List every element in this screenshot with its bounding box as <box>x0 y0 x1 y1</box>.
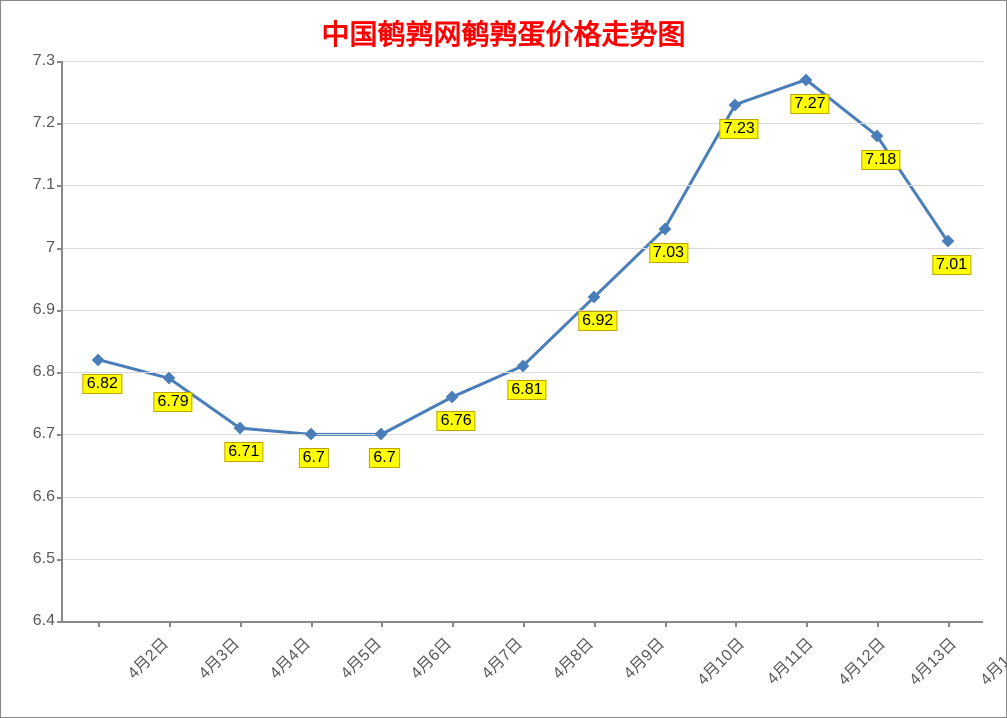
xtick-label: 4月4日 <box>263 631 315 683</box>
xtick-label: 4月14日 <box>973 631 1007 689</box>
xtick-label: 4月7日 <box>475 631 527 683</box>
data-label: 7.27 <box>790 94 829 114</box>
xtick-mark <box>948 621 950 627</box>
data-label: 7.01 <box>932 255 971 275</box>
chart-title: 中国鹌鹑网鹌鹑蛋价格走势图 <box>1 13 1006 53</box>
data-label: 6.76 <box>437 411 476 431</box>
xtick-mark <box>311 621 313 627</box>
xtick-label: 4月12日 <box>831 631 889 689</box>
gridline <box>63 559 983 560</box>
ytick-label: 7.2 <box>33 114 63 132</box>
xtick-mark <box>169 621 171 627</box>
ytick-label: 6.9 <box>33 301 63 319</box>
xtick-mark <box>98 621 100 627</box>
xtick-mark <box>877 621 879 627</box>
ytick-label: 7.3 <box>33 52 63 70</box>
xtick-mark <box>735 621 737 627</box>
ytick-label: 7 <box>46 239 63 257</box>
xtick-label: 4月2日 <box>121 631 173 683</box>
ytick-label: 6.5 <box>33 550 63 568</box>
xtick-mark <box>240 621 242 627</box>
gridline <box>63 310 983 311</box>
xtick-mark <box>806 621 808 627</box>
gridline <box>63 497 983 498</box>
xtick-label: 4月6日 <box>404 631 456 683</box>
plot-area: 6.46.56.66.76.86.977.17.27.34月2日4月3日4月4日… <box>61 61 983 623</box>
gridline <box>63 434 983 435</box>
data-label: 6.7 <box>299 448 329 468</box>
gridline <box>63 61 983 62</box>
gridline <box>63 123 983 124</box>
data-label: 7.23 <box>720 119 759 139</box>
xtick-label: 4月11日 <box>760 631 818 689</box>
ytick-label: 7.1 <box>33 176 63 194</box>
xtick-label: 4月5日 <box>333 631 385 683</box>
xtick-mark <box>594 621 596 627</box>
xtick-mark <box>381 621 383 627</box>
ytick-label: 6.8 <box>33 363 63 381</box>
xtick-label: 4月8日 <box>546 631 598 683</box>
data-label: 6.79 <box>153 392 192 412</box>
xtick-mark <box>665 621 667 627</box>
data-label: 6.92 <box>578 311 617 331</box>
ytick-label: 6.7 <box>33 425 63 443</box>
xtick-label: 4月9日 <box>616 631 668 683</box>
xtick-label: 4月10日 <box>690 631 748 689</box>
data-label: 6.82 <box>83 374 122 394</box>
chart-container: 中国鹌鹑网鹌鹑蛋价格走势图 6.46.56.66.76.86.977.17.27… <box>0 0 1007 718</box>
data-label: 7.03 <box>649 243 688 263</box>
xtick-label: 4月3日 <box>192 631 244 683</box>
data-label: 6.71 <box>224 442 263 462</box>
gridline <box>63 248 983 249</box>
xtick-label: 4月13日 <box>902 631 960 689</box>
data-label: 7.18 <box>861 150 900 170</box>
gridline <box>63 185 983 186</box>
data-label: 6.81 <box>507 380 546 400</box>
line-svg <box>63 61 983 621</box>
ytick-label: 6.6 <box>33 488 63 506</box>
xtick-mark <box>452 621 454 627</box>
xtick-mark <box>523 621 525 627</box>
data-label: 6.7 <box>369 448 399 468</box>
ytick-label: 6.4 <box>33 612 63 630</box>
